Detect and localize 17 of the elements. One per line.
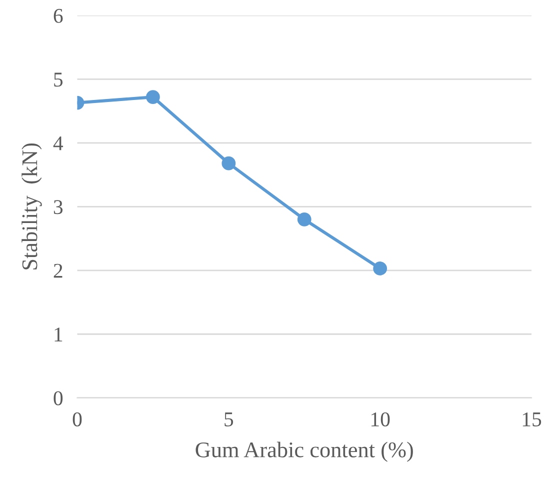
x-tick-label: 0 — [72, 412, 82, 426]
x-tick-label: 10 — [371, 412, 390, 426]
y-tick-label: 1 — [54, 328, 62, 342]
x-tick-label: 15 — [522, 412, 542, 426]
y-tick-label: 4 — [53, 136, 64, 150]
y-axis-title: Stability (kN) — [22, 143, 42, 270]
y-tick-label: 6 — [54, 8, 63, 23]
point — [222, 156, 236, 170]
y-tick-label: 0 — [54, 391, 63, 406]
x-axis-title: Gum Arabic content (%) — [196, 442, 413, 462]
y-tick-label: 5 — [54, 72, 63, 87]
y-tick-label: 2 — [54, 264, 62, 278]
point — [373, 262, 388, 276]
point — [297, 212, 312, 226]
point — [146, 90, 160, 104]
x-tick-label: 5 — [224, 412, 234, 426]
y-tick-label: 3 — [54, 200, 63, 214]
